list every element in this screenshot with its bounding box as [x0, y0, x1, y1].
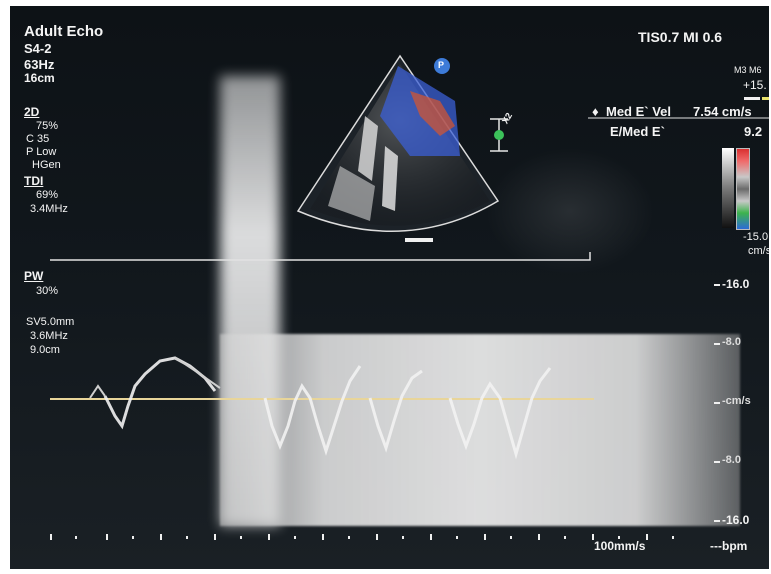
- doppler-scale-bottom: -16.0: [722, 513, 750, 527]
- doppler-scale-zero: -cm/s: [722, 395, 751, 407]
- panel-divider: [50, 252, 591, 261]
- color-scale-top: +15.: [743, 78, 767, 92]
- params-tdi-gain: 69%: [36, 189, 59, 201]
- frame-rate: 63Hz: [24, 57, 55, 72]
- params-pw-depth: 9.0cm: [30, 344, 60, 356]
- grayscale-bar: [722, 148, 734, 228]
- med-e-vel-icon: ♦: [592, 104, 599, 119]
- probe-marker-icon: [434, 58, 450, 74]
- wall-echo-right: [382, 146, 398, 211]
- wall-echo-left: [358, 116, 378, 181]
- params-2d-freq: HGen: [32, 159, 61, 171]
- annotation-line: [405, 238, 433, 242]
- params-2d-compress: C 35: [26, 133, 50, 145]
- doppler-scale-top: -16.0: [722, 277, 750, 291]
- med-e-vel-value: 7.54 cm/s: [693, 104, 752, 119]
- params-tdi-label: TDI: [24, 174, 44, 188]
- heart-rate: ---bpm: [710, 539, 748, 553]
- zoom-gate-marker: [494, 130, 504, 140]
- params-pw-freq: 3.6MHz: [30, 330, 68, 342]
- doppler-waveform: [50, 284, 720, 540]
- params-pw-gain: 30%: [36, 285, 59, 297]
- doppler-scale-upper-mid: -8.0: [722, 336, 741, 348]
- doppler-scale-ticks: [714, 284, 720, 522]
- params-2d-label: 2D: [24, 105, 40, 119]
- depth-label: 16cm: [24, 71, 55, 85]
- probe-marker-label: P: [438, 60, 445, 70]
- waveform-early-trace: [89, 357, 221, 399]
- mode-title: Adult Echo: [24, 23, 104, 40]
- color-scale-unit: cm/s: [748, 245, 769, 257]
- time-axis-ticks: [50, 534, 674, 540]
- color-flow-red: [410, 91, 455, 136]
- color-scale-bar: [736, 148, 750, 230]
- med-e-vel-label: Med E` Vel: [606, 104, 672, 119]
- color-scale-bottom: -15.0: [743, 231, 769, 243]
- waveform-trace: [103, 356, 552, 460]
- echo-sector-image: [50, 54, 769, 261]
- m-labels: M3 M6: [734, 65, 762, 75]
- sweep-speed: 100mm/s: [594, 539, 646, 553]
- septum-echo: [328, 166, 375, 221]
- params-pw-sample-volume: SV5.0mm: [26, 316, 75, 328]
- tis-mi-readout: TIS0.7 MI 0.6: [638, 29, 723, 45]
- params-2d-gain: 75%: [36, 120, 59, 132]
- params-pw-label: PW: [24, 269, 44, 283]
- spectral-doppler-region: [220, 334, 740, 526]
- e-med-e-value: 9.2: [744, 124, 763, 139]
- m6-indicator-bar: [762, 97, 769, 100]
- params-tdi-freq: 3.4MHz: [30, 203, 68, 215]
- params-2d-power: P Low: [26, 146, 57, 158]
- m3-indicator-bar: [744, 97, 760, 100]
- doppler-scale-lower-mid: -8.0: [722, 454, 741, 466]
- probe-label: S4-2: [24, 41, 52, 56]
- ultrasound-screen: Adult Echo S4-2 63Hz 16cm TIS0.7 MI 0.6 …: [10, 6, 769, 569]
- e-med-e-label: E/Med E`: [610, 124, 665, 139]
